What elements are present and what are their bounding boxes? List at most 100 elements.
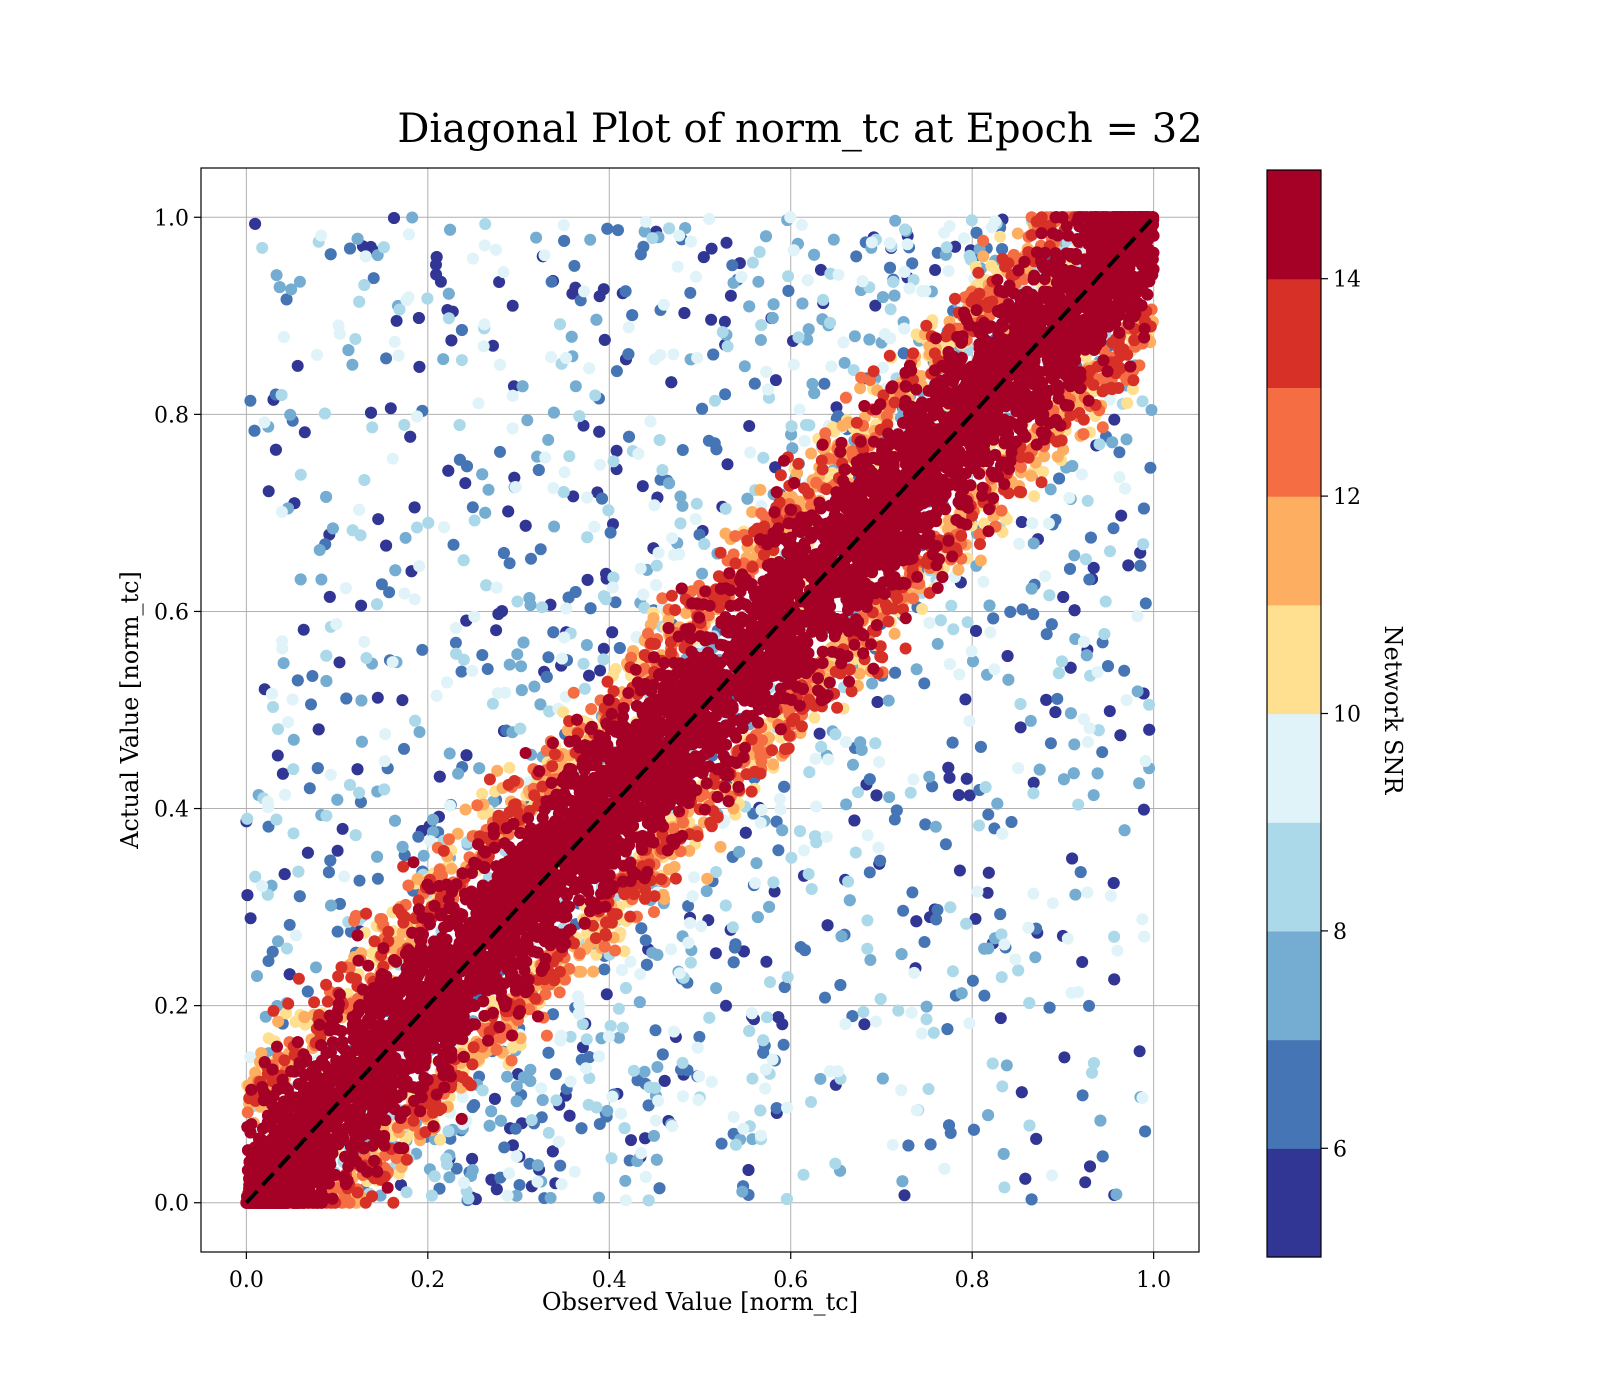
scatter-point: [1096, 1150, 1109, 1163]
scatter-point: [1055, 655, 1068, 668]
scatter-point: [944, 901, 957, 914]
scatter-point: [654, 349, 667, 361]
scatter-point: [528, 680, 541, 693]
scatter-point: [684, 286, 697, 299]
scatter-point: [830, 401, 843, 414]
scatter-point: [453, 419, 466, 431]
scatter-point: [970, 624, 982, 637]
scatter-point: [412, 312, 425, 324]
scatter-point: [665, 376, 678, 389]
scatter-point: [625, 1134, 637, 1147]
scatter-point: [1013, 537, 1026, 550]
scatter-point: [1064, 661, 1077, 674]
scatter-point: [503, 1167, 516, 1180]
scatter-point: [674, 517, 687, 530]
scatter-point: [389, 814, 401, 827]
scatter-point: [605, 1152, 618, 1165]
scatter-point: [1044, 737, 1057, 750]
scatter-point: [353, 874, 366, 887]
scatter-point: [1079, 553, 1092, 566]
scatter-point: [539, 451, 552, 464]
scatter-point: [1005, 816, 1018, 828]
scatter-point: [1065, 986, 1078, 999]
scatter-point: [358, 279, 371, 291]
scatter-point: [277, 657, 290, 670]
scatter-point: [616, 1021, 629, 1034]
scatter-point: [406, 211, 419, 224]
scatter-point: [996, 827, 1009, 840]
scatter-point: [355, 599, 368, 612]
scatter-point: [425, 1189, 438, 1202]
scatter-point: [276, 767, 289, 780]
scatter-point: [634, 968, 647, 981]
scatter-point: [815, 740, 828, 753]
scatter-point: [594, 458, 607, 471]
scatter-point: [613, 642, 626, 654]
scatter-point: [820, 830, 833, 843]
scatter-point: [547, 1008, 559, 1021]
scatter-point: [1134, 559, 1147, 572]
scatter-point: [569, 586, 582, 598]
scatter-point: [813, 727, 826, 740]
scatter-point: [770, 815, 783, 828]
scatter-point: [322, 866, 335, 879]
scatter-point: [751, 911, 764, 924]
scatter-point: [1063, 491, 1076, 504]
scatter-point: [607, 455, 620, 468]
scatter-point: [703, 1011, 716, 1024]
scatter-point: [249, 217, 262, 230]
scatter-point: [333, 327, 346, 340]
scatter-point: [960, 772, 973, 785]
scatter-point: [515, 684, 528, 697]
scatter-point: [1040, 628, 1053, 641]
scatter-point: [744, 446, 757, 459]
scatter-point: [271, 749, 284, 762]
scatter-point: [778, 981, 791, 994]
scatter-point: [473, 762, 486, 775]
scatter-point: [623, 430, 635, 443]
scatter-point: [333, 897, 346, 910]
scatter-point: [1084, 1160, 1096, 1173]
scatter-point: [754, 334, 767, 346]
scatter-point: [710, 982, 723, 995]
scatter-point: [531, 1175, 544, 1188]
scatter-point: [871, 696, 884, 708]
scatter-point: [653, 434, 666, 446]
scatter-point: [782, 284, 795, 297]
scatter-point: [479, 218, 492, 230]
scatter-point: [442, 287, 455, 300]
scatter-point: [443, 747, 456, 760]
scatter-point: [421, 292, 434, 305]
scatter-point: [905, 1006, 918, 1019]
scatter-point: [1102, 660, 1114, 673]
scatter-point: [375, 578, 388, 591]
scatter-point: [506, 389, 519, 402]
scatter-point: [1009, 953, 1022, 966]
scatter-point: [676, 1056, 689, 1069]
scatter-point: [963, 789, 976, 802]
scatter-point: [610, 365, 623, 378]
scatter-point: [942, 265, 955, 278]
scatter-point: [879, 328, 892, 341]
scatter-point: [1113, 471, 1126, 484]
scatter-point: [858, 1018, 871, 1031]
scatter-point: [1014, 698, 1027, 710]
scatter-point: [359, 250, 372, 263]
scatter-point: [492, 608, 505, 620]
scatter-point: [380, 539, 393, 552]
scatter-point: [1096, 746, 1109, 759]
scatter-point: [510, 1150, 523, 1163]
scatter-point: [569, 380, 582, 393]
scatter-point: [982, 866, 995, 879]
scatter-point: [907, 773, 920, 786]
scatter-point: [342, 344, 355, 357]
scatter-point: [649, 1081, 662, 1094]
scatter-point: [693, 528, 706, 541]
scatter-point: [301, 985, 314, 998]
scatter-point: [413, 726, 426, 738]
scatter-point: [612, 224, 624, 237]
scatter-point: [1012, 964, 1025, 977]
scatter-point: [557, 219, 570, 232]
scatter-point: [1033, 763, 1046, 776]
scatter-point: [805, 883, 818, 895]
